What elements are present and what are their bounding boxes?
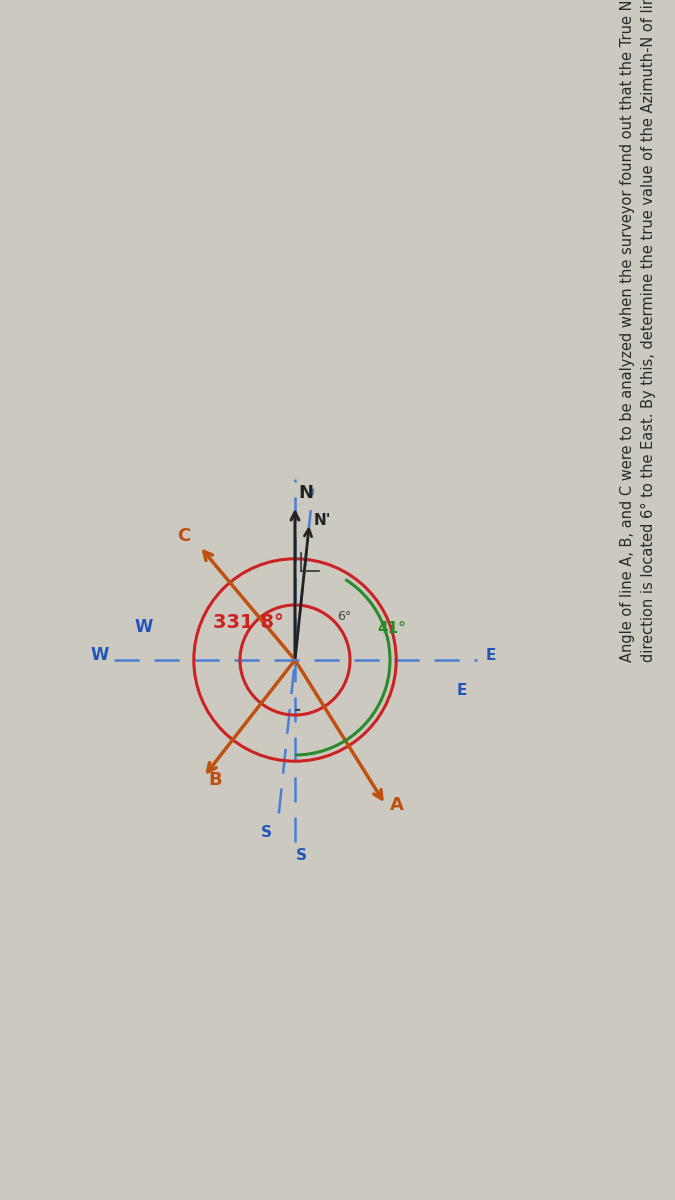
Text: 331 8°: 331 8° (213, 613, 284, 632)
Text: N': N' (313, 514, 331, 528)
Text: S: S (261, 826, 272, 840)
Text: W: W (135, 618, 153, 636)
Text: A: A (390, 796, 404, 814)
Text: S: S (296, 848, 306, 863)
Text: W: W (90, 646, 109, 664)
Text: 41°: 41° (377, 620, 406, 636)
Text: Angle of line A, B, and C were to be analyzed when the surveyor found out that t: Angle of line A, B, and C were to be ana… (620, 0, 656, 662)
Text: E: E (485, 648, 495, 662)
Text: E: E (457, 683, 467, 698)
Text: 6°: 6° (337, 610, 351, 623)
Text: N: N (298, 484, 313, 502)
Text: C: C (178, 527, 191, 545)
Text: B: B (209, 772, 222, 790)
